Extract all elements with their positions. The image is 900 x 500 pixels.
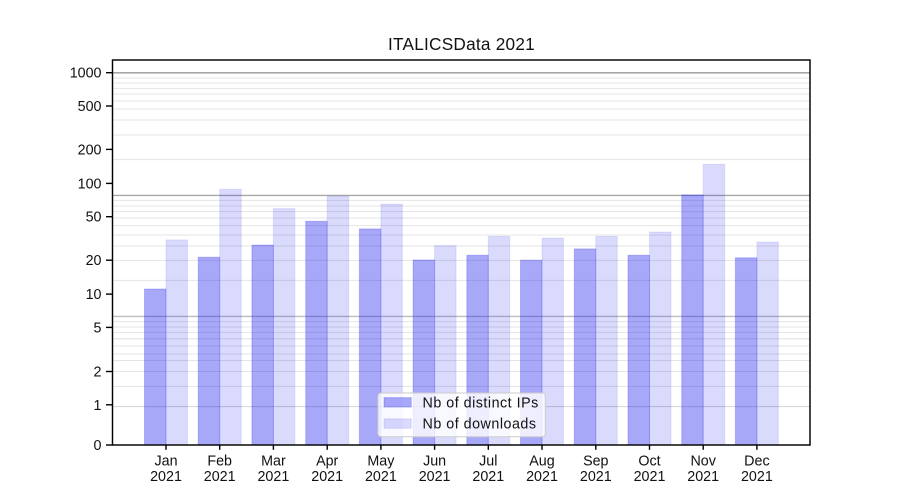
svg-text:5: 5 xyxy=(94,320,102,336)
svg-text:50: 50 xyxy=(86,210,102,226)
svg-text:Sep: Sep xyxy=(583,453,608,469)
svg-text:1000: 1000 xyxy=(70,66,102,82)
svg-text:2021: 2021 xyxy=(741,469,773,485)
svg-text:2021: 2021 xyxy=(311,469,343,485)
svg-text:2: 2 xyxy=(94,365,102,381)
svg-text:Feb: Feb xyxy=(207,453,232,469)
svg-text:2021: 2021 xyxy=(419,469,451,485)
svg-text:0: 0 xyxy=(94,438,102,454)
svg-text:Mar: Mar xyxy=(261,453,286,469)
svg-text:2021: 2021 xyxy=(634,469,666,485)
svg-text:100: 100 xyxy=(78,176,102,192)
svg-text:Nov: Nov xyxy=(690,453,716,469)
svg-text:Aug: Aug xyxy=(529,453,554,469)
svg-text:ITALICSData 2021: ITALICSData 2021 xyxy=(388,34,535,54)
svg-text:2021: 2021 xyxy=(204,469,236,485)
svg-text:Nb of distinct IPs: Nb of distinct IPs xyxy=(423,395,539,411)
svg-text:2021: 2021 xyxy=(580,469,612,485)
svg-text:May: May xyxy=(367,453,395,469)
svg-text:2021: 2021 xyxy=(472,469,504,485)
svg-text:Dec: Dec xyxy=(744,453,769,469)
svg-text:500: 500 xyxy=(78,99,102,115)
svg-text:2021: 2021 xyxy=(257,469,289,485)
svg-text:Nb of downloads: Nb of downloads xyxy=(423,417,537,433)
svg-text:10: 10 xyxy=(86,287,102,303)
svg-text:2021: 2021 xyxy=(365,469,397,485)
svg-text:20: 20 xyxy=(86,253,102,269)
svg-text:Apr: Apr xyxy=(316,453,338,469)
svg-text:2021: 2021 xyxy=(687,469,719,485)
svg-text:200: 200 xyxy=(78,142,102,158)
svg-text:Jan: Jan xyxy=(154,453,177,469)
svg-text:Jun: Jun xyxy=(423,453,446,469)
svg-text:Oct: Oct xyxy=(638,453,660,469)
svg-text:2021: 2021 xyxy=(526,469,558,485)
svg-text:1: 1 xyxy=(94,398,102,414)
svg-text:2021: 2021 xyxy=(150,469,182,485)
svg-text:Jul: Jul xyxy=(479,453,497,469)
